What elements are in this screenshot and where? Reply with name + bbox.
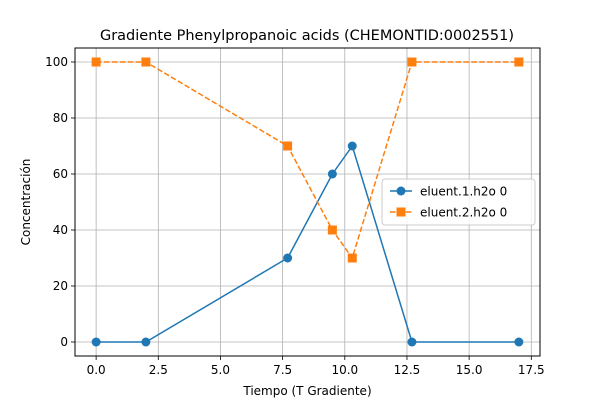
data-point (407, 337, 417, 347)
plot-frame (74, 47, 541, 357)
data-point (347, 141, 357, 151)
series-2 (91, 57, 524, 263)
x-tick-label: 2.5 (149, 363, 168, 377)
x-tick-label: 7.5 (273, 363, 292, 377)
x-tick-label: 15.0 (456, 363, 483, 377)
legend-entry: eluent.1.h2o 0 (390, 185, 507, 199)
y-tick-label: 20 (53, 279, 68, 293)
series-1 (91, 141, 524, 347)
grid (75, 48, 540, 356)
legend-marker (396, 186, 406, 196)
legend-entry: eluent.2.h2o 0 (390, 206, 507, 220)
y-tick-label: 60 (53, 167, 68, 181)
x-tick-label: 5.0 (211, 363, 230, 377)
legend-box (381, 178, 536, 226)
y-axis-label: Concentración (19, 159, 33, 246)
data-point (283, 141, 293, 151)
y-tick-label: 100 (45, 55, 68, 69)
ticks: 0.0 2.5 5.0 7.5 10.0 12.5 15.0 17.5 0 20 40 60 80 100 (45, 55, 545, 377)
data-point (514, 57, 524, 67)
data-point (91, 337, 101, 347)
data-point (141, 337, 151, 347)
data-point (514, 337, 524, 347)
y-tick-label: 0 (60, 335, 68, 349)
x-tick-label: 0.0 (87, 363, 106, 377)
series-layer (91, 57, 524, 347)
data-point (327, 225, 337, 235)
x-tick-label: 10.0 (331, 363, 358, 377)
legend-label: eluent.2.h2o 0 (420, 206, 507, 220)
data-point (347, 253, 357, 263)
chart-title: Gradiente Phenylpropanoic acids (CHEMONT… (100, 28, 514, 44)
legend-label: eluent.1.h2o 0 (420, 185, 507, 199)
data-point (91, 57, 101, 67)
y-tick-label: 80 (53, 111, 68, 125)
legend-marker (396, 207, 406, 217)
data-point (141, 57, 151, 67)
data-point (283, 253, 293, 263)
x-tick-label: 12.5 (394, 363, 421, 377)
data-point (327, 169, 337, 179)
data-point (407, 57, 417, 67)
x-axis-label: Tiempo (T Gradiente) (242, 384, 371, 398)
legend: eluent.1.h2o 0 eluent.2.h2o 0 (381, 178, 536, 226)
x-tick-label: 17.5 (518, 363, 545, 377)
y-tick-label: 40 (53, 223, 68, 237)
